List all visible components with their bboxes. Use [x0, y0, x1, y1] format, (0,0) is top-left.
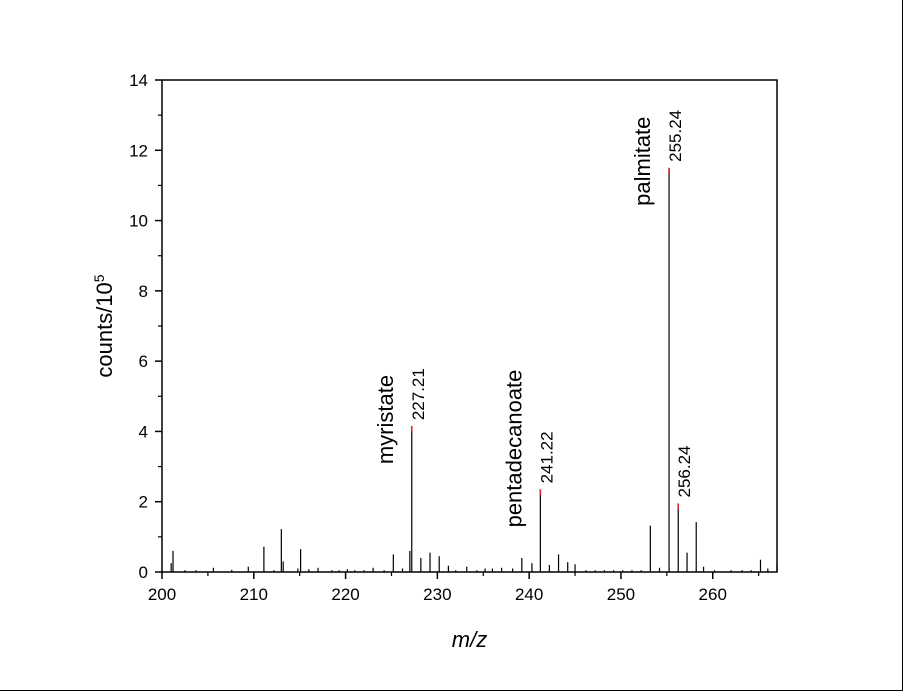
peak-annotations: 227.21 myristate 241.22 pentadecanoate 255.2…: [373, 110, 694, 528]
peak-mz-label: 241.22: [537, 431, 556, 483]
y-tick-label: 12: [129, 141, 148, 160]
y-axis-title-exponent: 5: [91, 274, 107, 282]
peak-mz-label: 255.24: [666, 110, 685, 162]
peak-mz-label: 256.24: [675, 445, 694, 497]
y-tick-label: 4: [139, 422, 148, 441]
x-tick-label: 230: [423, 585, 451, 604]
x-tick-label: 220: [331, 585, 359, 604]
x-tick-label: 240: [515, 585, 543, 604]
y-axis-title: counts/105: [91, 274, 117, 377]
x-tick-label: 210: [240, 585, 268, 604]
spectrum-peaks: [170, 167, 778, 572]
peak-compound-label: palmitate: [630, 117, 655, 206]
y-axis-title-base: counts/10: [92, 282, 117, 377]
x-tick-label: 260: [699, 585, 727, 604]
y-tick-label: 14: [129, 71, 148, 90]
x-axis-title: m/z: [452, 627, 487, 652]
x-tick-label: 250: [607, 585, 635, 604]
y-tick-label: 6: [139, 352, 148, 371]
y-axis: 0 2 4 6 8 10 12 14: [129, 71, 162, 582]
y-tick-label: 10: [129, 212, 148, 231]
peak-compound-label: myristate: [373, 375, 398, 464]
y-tick-label: 8: [139, 282, 148, 301]
peak-mz-label: 227.21: [409, 368, 428, 420]
peak-compound-label: pentadecanoate: [501, 370, 526, 528]
x-axis: 200 210 220 230 240 250 260: [148, 572, 760, 604]
y-tick-label: 2: [139, 493, 148, 512]
y-tick-label: 0: [139, 563, 148, 582]
x-tick-label: 200: [148, 585, 176, 604]
